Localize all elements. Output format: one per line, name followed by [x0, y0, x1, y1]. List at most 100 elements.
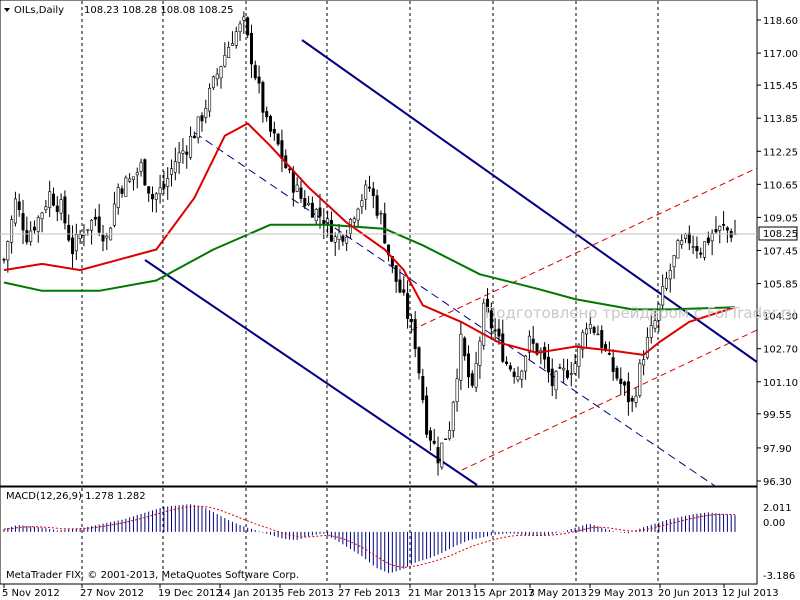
- candle-body: [364, 184, 368, 200]
- candle-body: [714, 229, 718, 233]
- candle-body: [360, 200, 364, 207]
- candle-body: [242, 16, 246, 21]
- candle-body: [573, 363, 577, 374]
- candle-body: [219, 66, 223, 79]
- price-tick-label: 118.60: [763, 16, 798, 27]
- candle-body: [303, 197, 307, 207]
- candle-body: [131, 176, 135, 180]
- candle-body: [135, 172, 139, 176]
- candle-body: [664, 277, 668, 289]
- candle-body: [394, 265, 398, 282]
- price-tick-label: 96.30: [763, 477, 792, 488]
- uptrend-line-lower: [461, 329, 758, 471]
- price-tick-label: 109.05: [763, 213, 798, 224]
- candle-body: [257, 76, 261, 84]
- candle-body: [417, 347, 421, 374]
- candle-body: [90, 220, 94, 231]
- candle-body: [6, 241, 10, 261]
- candle-body: [645, 337, 649, 358]
- candle-body: [546, 356, 550, 373]
- candle-body: [432, 440, 436, 444]
- candle-body: [535, 343, 539, 355]
- candle-body: [425, 395, 429, 435]
- ohlc-values: 108.23 108.28 108.08 108.25: [84, 5, 234, 16]
- candle-body: [657, 303, 661, 321]
- candle-body: [318, 207, 322, 217]
- candle-body: [261, 82, 265, 113]
- candle-body: [402, 289, 406, 293]
- price-tick-label: 101.10: [763, 378, 798, 389]
- candle-body: [619, 378, 623, 384]
- date-tick-label: 5 Feb 2013: [278, 588, 334, 599]
- candle-body: [550, 368, 554, 387]
- candle-body: [703, 241, 707, 258]
- price-tick-label: 117.00: [763, 49, 798, 60]
- candle-body: [524, 355, 528, 372]
- candle-body: [367, 186, 371, 189]
- candle-body: [272, 128, 276, 134]
- ma-fast-line: [3, 122, 736, 356]
- candle-body: [466, 353, 470, 378]
- candle-body: [326, 218, 330, 223]
- candle-body: [249, 32, 253, 65]
- date-tick-label: 12 Jul 2013: [722, 588, 779, 599]
- candle-body: [223, 54, 227, 67]
- price-tick-label: 102.70: [763, 345, 798, 356]
- candle-body: [489, 310, 493, 329]
- macd-label: MACD(12,26,9) 1.278 1.282: [6, 491, 146, 502]
- candle-body: [29, 230, 33, 242]
- price-tick-label: 97.90: [763, 444, 792, 455]
- price-tick-label: 110.65: [763, 180, 798, 191]
- candle-body: [299, 187, 303, 199]
- candle-body: [196, 116, 200, 139]
- candle-body: [463, 337, 467, 357]
- candle-body: [623, 381, 627, 386]
- candle-body: [371, 188, 375, 196]
- downtrend-midline: [194, 132, 716, 487]
- candle-body: [668, 270, 672, 280]
- candle-body: [97, 216, 101, 233]
- candle-body: [124, 177, 128, 197]
- candle-body: [59, 199, 63, 214]
- candle-body: [687, 232, 691, 244]
- symbol-timeframe: OILs,Daily: [14, 5, 64, 16]
- candle-body: [295, 184, 299, 192]
- candle-body: [25, 230, 29, 243]
- price-tick-label: 99.55: [763, 410, 792, 421]
- macd-level-bottom: -3.186: [763, 571, 795, 582]
- price-axis: 118.60 117.00 115.45 113.85 112.25 110.65 109.…: [0, 16, 798, 488]
- candle-body: [474, 363, 478, 388]
- candle-body: [611, 357, 615, 372]
- candle-body: [253, 64, 257, 79]
- candle-body: [642, 359, 646, 366]
- current-price-label: 108.25: [763, 229, 798, 240]
- vertical-grid: [81, 1, 659, 584]
- candle-body: [691, 246, 695, 248]
- candle-body: [478, 340, 482, 366]
- candle-body: [67, 224, 71, 241]
- candle-body: [189, 135, 193, 158]
- candle-body: [398, 279, 402, 293]
- candle-body: [51, 193, 55, 206]
- candle-body: [543, 346, 547, 360]
- candle-body: [428, 430, 432, 441]
- date-tick-label: 15 Apr 2013: [473, 588, 535, 599]
- candle-body: [684, 233, 688, 239]
- candle-body: [265, 111, 269, 118]
- candle-body: [482, 302, 486, 346]
- candle-body: [234, 31, 238, 46]
- candle-body: [40, 212, 44, 220]
- candle-body: [699, 252, 703, 255]
- candle-body: [352, 218, 356, 223]
- moving-averages: [3, 122, 736, 356]
- candle-body: [291, 170, 295, 193]
- candle-body: [158, 187, 162, 195]
- candle-body: [695, 246, 699, 252]
- date-tick-label: 14 Jan 2013: [218, 588, 278, 599]
- date-tick-label: 20 Jun 2013: [658, 588, 718, 599]
- candle-body: [607, 353, 611, 355]
- dropdown-triangle-icon[interactable]: [4, 8, 10, 12]
- candle-body: [520, 370, 524, 380]
- candle-body: [459, 333, 463, 381]
- candle-body: [569, 373, 573, 376]
